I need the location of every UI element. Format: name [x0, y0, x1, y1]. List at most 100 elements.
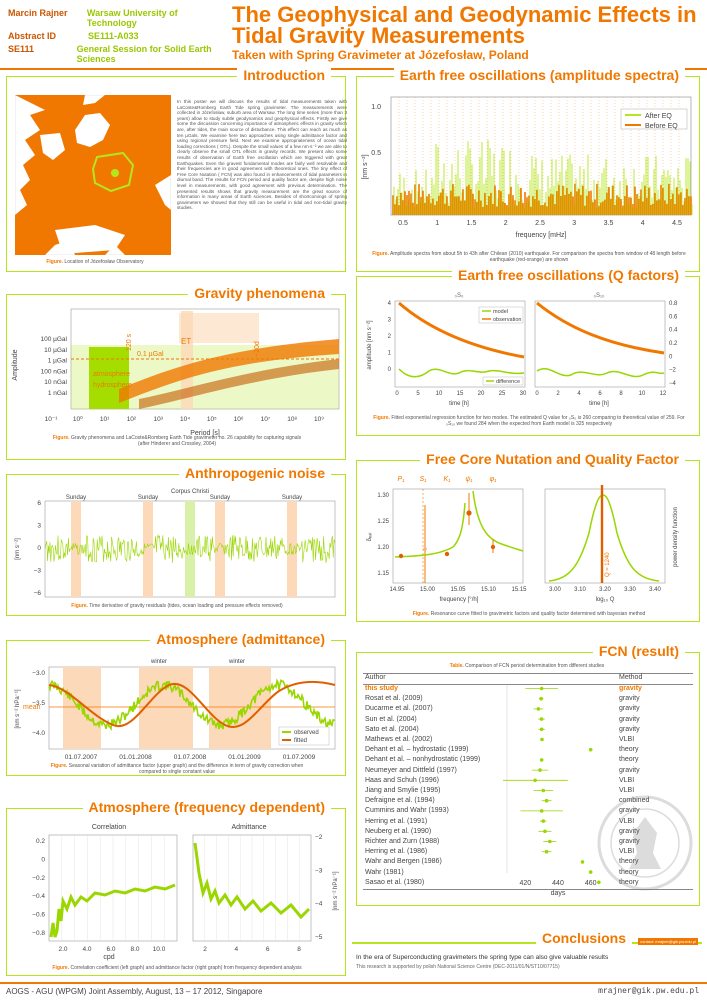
table-caption-text: Comparison of FCN period determination f…: [465, 663, 605, 669]
fcn-q-title: Free Core Nutation and Quality Factor: [420, 451, 685, 467]
table-row: Cummins and Wahr (1993) gravity: [365, 807, 695, 814]
fcn-xtick-2: 460: [585, 880, 597, 887]
d20-label: ~20d: [254, 341, 261, 357]
day-label-3: Corpus Christi: [171, 489, 209, 495]
right-x-label: log₁₀ Q: [596, 597, 615, 603]
caption-label: Figure.: [373, 415, 390, 421]
wave-label-3: ψ₁: [465, 476, 473, 483]
row-author: Herring et al. (1986): [365, 848, 428, 856]
fcn-q-panel: Free Core Nutation and Quality Factor P₁…: [356, 451, 700, 622]
caption-label: Figure.: [50, 763, 68, 769]
qfactor-panel: Earth free oscillations (Q factors) ₀S₀ …: [356, 267, 700, 436]
gravity-ytick-2: 1 µGal: [48, 358, 68, 365]
point-p1: [398, 553, 404, 559]
university-seal: [597, 795, 693, 891]
spectra-xtick-1: 1: [435, 220, 439, 227]
abstract-id: SE111-A033: [88, 31, 139, 41]
fcn-ytick-2: 1.20: [377, 545, 389, 551]
gravity-xtick-0: 10⁻¹: [45, 416, 59, 423]
gravity-ytick-1: 10 µGal: [44, 347, 67, 354]
row-author: Sasao et al. (1980): [365, 878, 425, 886]
noise-ytick-4: −6: [34, 590, 42, 597]
fcn-right-xtick-0: 3.00: [549, 587, 561, 593]
row-author: Neuberg et al. (1990): [365, 827, 432, 835]
period-point: [539, 758, 544, 762]
point-phi1: [490, 544, 496, 550]
y-axis-label: Amplitude: [12, 349, 19, 380]
period-point: [597, 880, 601, 885]
qfactor-chart: ₀S₀ ₀S₁₀ model observation difference 4 3…: [367, 293, 678, 407]
q-left-xtick-0: 0: [395, 391, 399, 397]
atmo-freq-caption: Figure. Correlation coefficient (left gr…: [47, 965, 307, 971]
right-y-label: [nm s⁻² hPa⁻¹]: [333, 871, 339, 910]
right-subtitle: Admittance: [231, 824, 266, 831]
q-right-xtick-5: 10: [639, 391, 646, 397]
header-rule: [0, 68, 707, 70]
row-author: Defraigne et al. (1994): [365, 797, 435, 805]
noise-ytick-2: 0: [37, 545, 41, 552]
season-label-1: winter: [150, 659, 167, 665]
mean-label: mean: [23, 704, 41, 711]
adm-xtick-0: 01.07.2007: [65, 754, 98, 761]
legend-model: model: [493, 309, 508, 315]
fcn-ytick-1: 1.25: [377, 519, 389, 525]
left-decay: [398, 301, 525, 359]
q-left-ytick-3: 1: [388, 351, 392, 357]
caption-text: Seasonal variation of admittance factor …: [68, 763, 304, 775]
admittance-trace: [193, 842, 311, 920]
row-author: Wahr and Bergen (1986): [365, 858, 442, 866]
spectra-xtick-6: 3.5: [604, 220, 614, 227]
q-right-ytick-2: 0.4: [669, 328, 678, 334]
freq-left-xtick-1: 4.0: [82, 946, 91, 953]
spectra-chart: 1.0 0.5 [nm s⁻²] frequency [mHz] 0.5 1 1.5…: [362, 96, 693, 239]
table-row: Mathews et al. (2002) VLBI: [365, 736, 695, 743]
spectra-xtick-2: 1.5: [467, 220, 477, 227]
table-row: this study gravity: [365, 685, 695, 692]
row-method: gravity: [619, 715, 640, 723]
conclusion-line-2: This research is supported by polish Nat…: [356, 964, 560, 970]
table-row: Jiang and Smylie (1995) VLBI: [365, 787, 695, 794]
caption-label: Figure.: [46, 259, 64, 265]
caption-text: Correlation coefficient (left graph) and…: [70, 965, 302, 971]
holiday-band: [185, 501, 195, 597]
hydro-label: hydrosphere: [93, 382, 132, 389]
footer-email[interactable]: mrajner@gik.pw.edu.pl: [598, 987, 699, 996]
table-row: Sun et al. (2004) gravity: [365, 716, 695, 723]
q-left-xtick-2: 10: [436, 391, 443, 397]
period-point: [580, 860, 585, 864]
freq-left-ytick-1: 0: [41, 856, 45, 863]
caption-text: Amplitude spectra from about 5h to 43h a…: [390, 251, 686, 263]
q-right-xtick-2: 4: [577, 391, 581, 397]
x-axis-label-left: time [h]: [449, 401, 469, 407]
row-method: VLBI: [619, 776, 635, 784]
caption-label: Figure.: [71, 603, 88, 609]
wave-label-0: P₁: [398, 476, 406, 483]
qfactor-caption: Figure. Fitted exponential regression fu…: [369, 415, 689, 427]
table-row: Wahr (1981) theory: [365, 869, 695, 876]
freq-right-ytick-1: −3: [315, 867, 323, 874]
hydro-band: [139, 359, 339, 409]
adm-ytick-0: −3.0: [32, 670, 45, 677]
table-row: Neuberg et al. (1990) gravity: [365, 828, 695, 835]
gravity-xtick-3: 10²: [127, 416, 137, 423]
head-author: Author: [365, 674, 386, 681]
row-method: VLBI: [619, 736, 635, 743]
table-row: Neumeyer and Dittfeld (1997) gravity: [365, 767, 695, 774]
spectra-panel: Earth free oscillations (amplitude spect…: [356, 67, 700, 272]
q-left-ytick-4: 0: [388, 367, 392, 373]
q-label: Q ≈ 1240: [605, 552, 611, 577]
legend-observation: observation: [493, 317, 521, 323]
fcn-right-xtick-3: 3.30: [624, 587, 636, 593]
q-right-ytick-3: 0.2: [669, 341, 678, 347]
table-row: Ducarme et al. (2007) gravity: [365, 705, 695, 712]
right-y-label: power density function: [673, 507, 679, 567]
gravity-ytick-4: 10 nGal: [44, 379, 67, 386]
adm-xtick-4: 01.07.2009: [283, 754, 316, 761]
period-point: [543, 829, 547, 834]
noise-ytick-0: 6: [37, 500, 41, 507]
freq-left-xtick-2: 6.0: [106, 946, 115, 953]
q-right-xtick-6: 12: [660, 391, 667, 397]
footer-left: AOGS - AGU (WPGM) Joint Assembly, August…: [6, 987, 263, 996]
gravity-xtick-7: 10⁶: [234, 416, 244, 423]
gravity-chart: 0.1 µGal ET 120 s ~20d atmosphere hydros…: [12, 308, 340, 437]
